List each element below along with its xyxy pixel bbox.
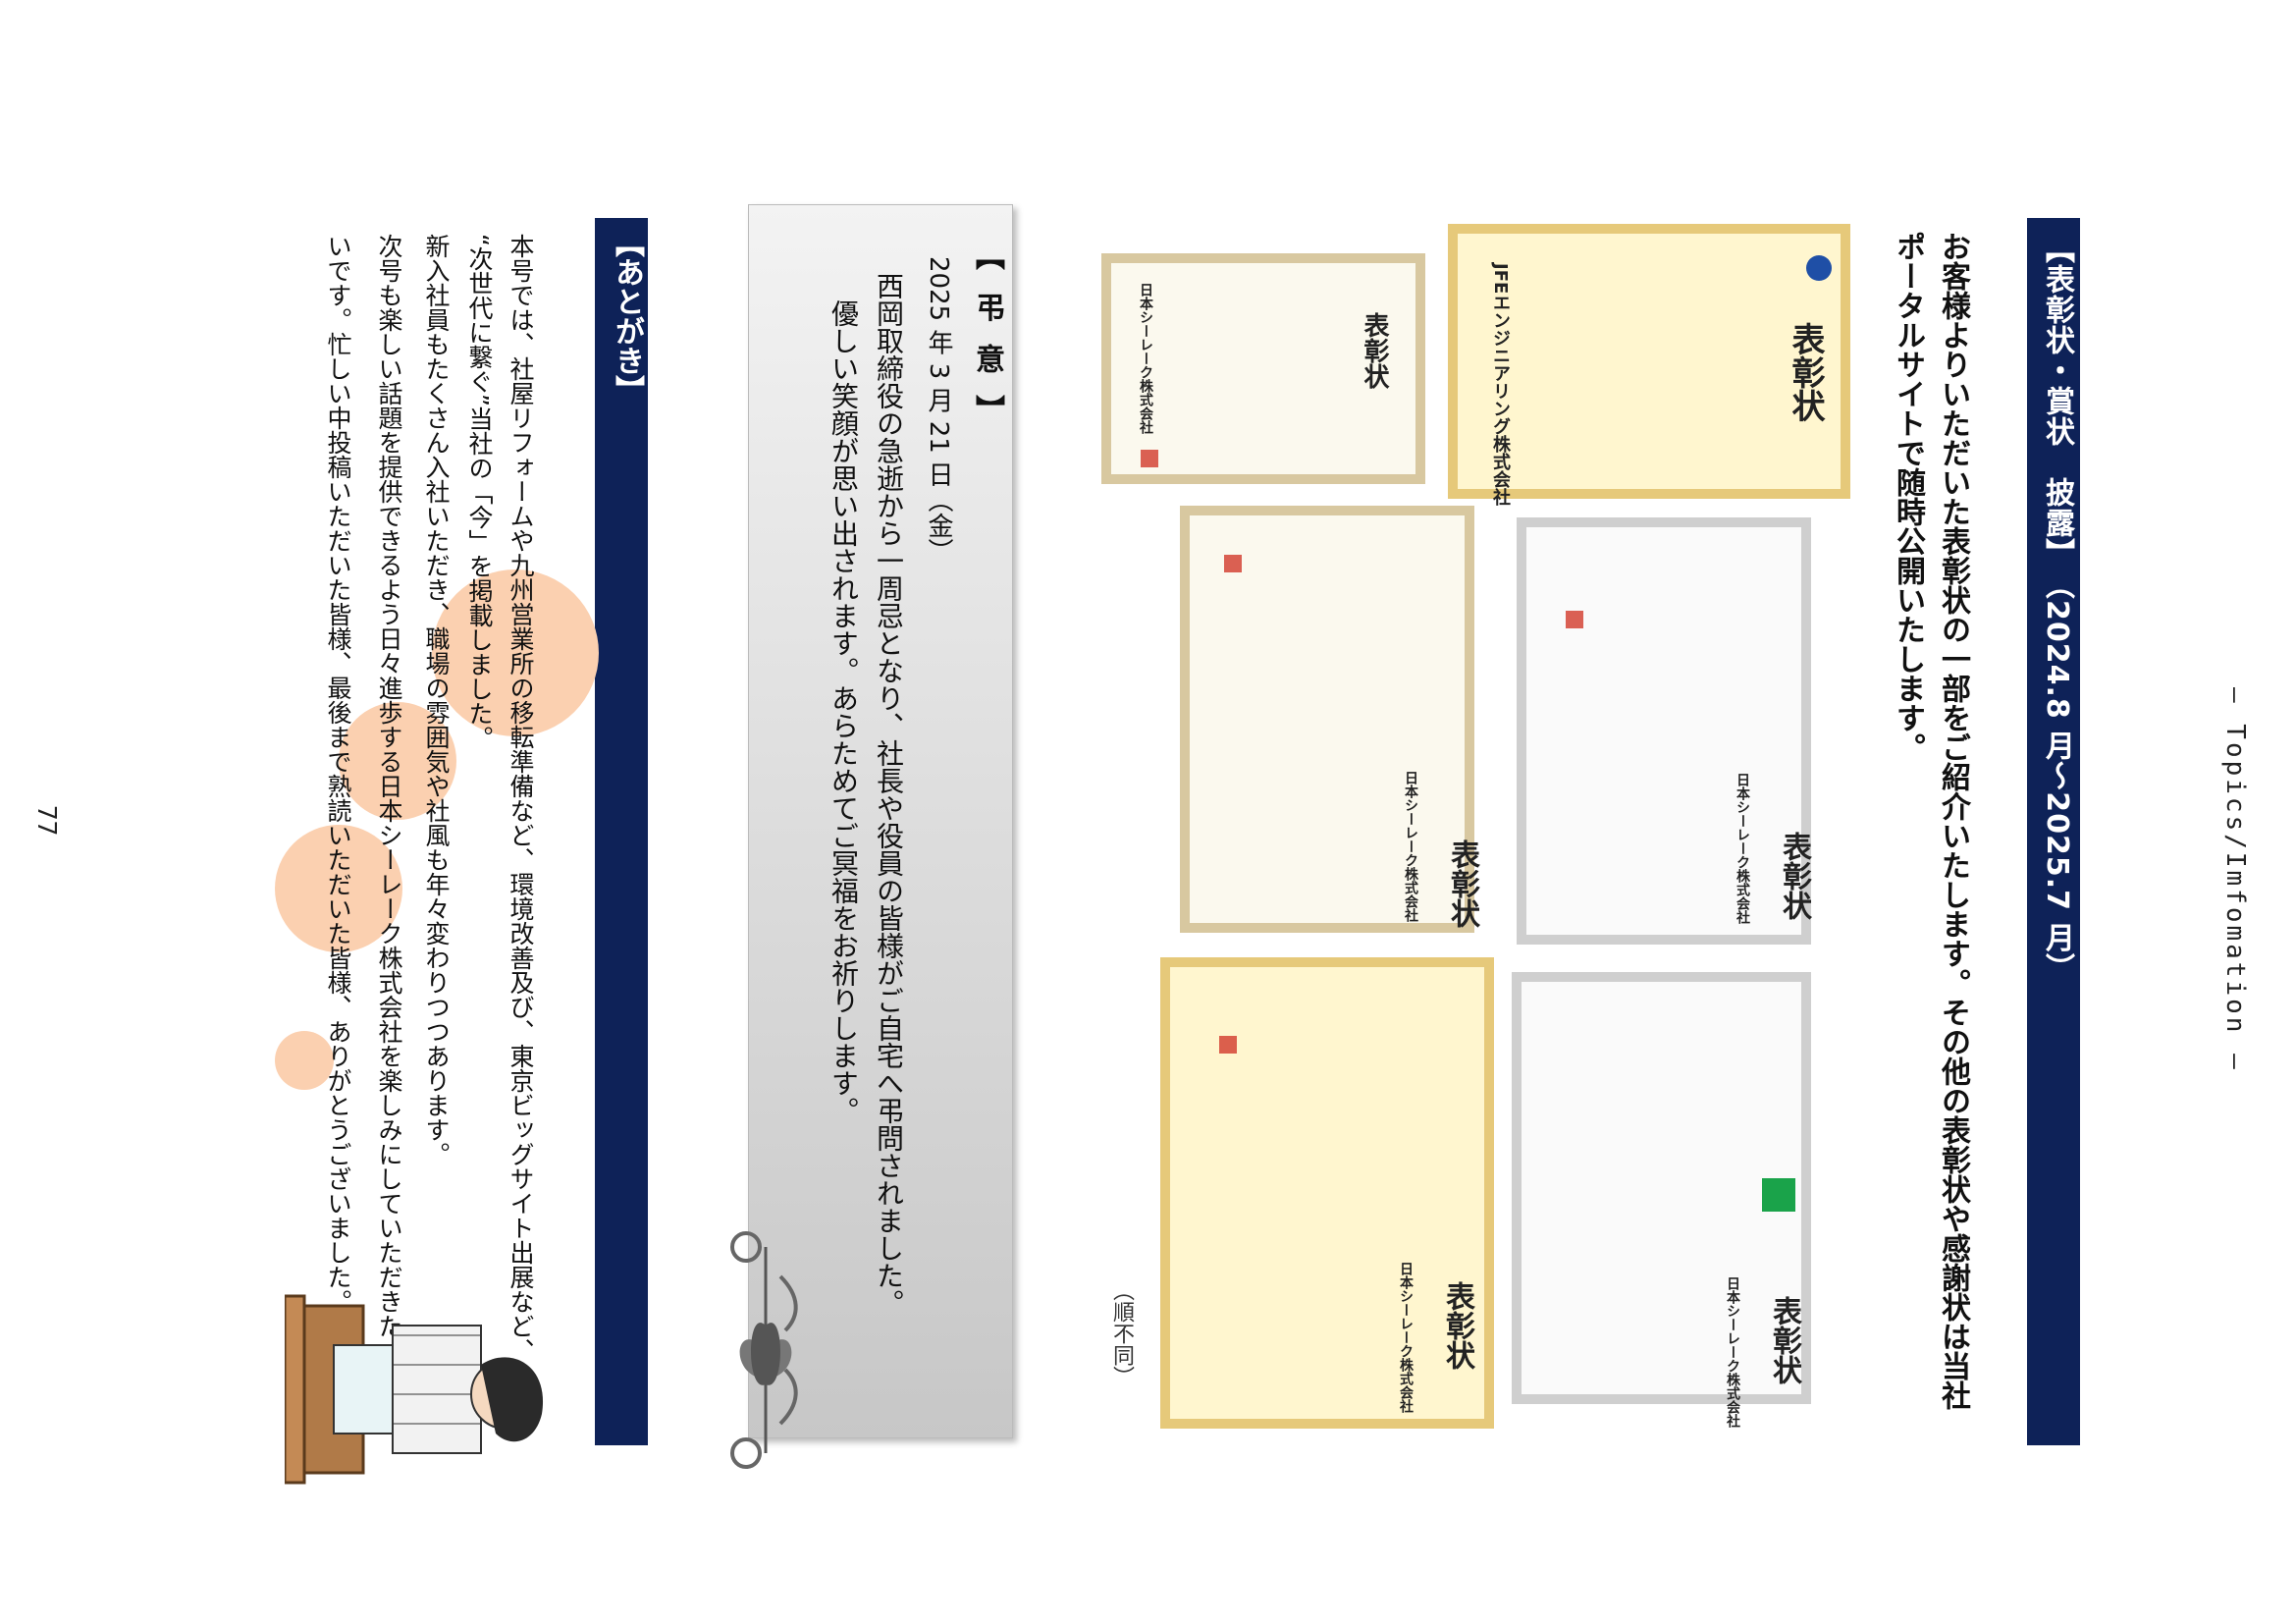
- intro-text: お客様よりいただいた表彰状の一部をご紹介いたします。その他の表彰状や感謝状は当社…: [1885, 232, 1975, 1410]
- seal-icon: [1219, 1036, 1237, 1054]
- certificate-image: 表彰状 日本シーレーク株式会社: [1517, 517, 1811, 945]
- certificate-org: 日本シーレーク株式会社: [1725, 1276, 1740, 1428]
- condolence-box: 【 弔 意 】 2025 年 3 月 21 日（金） 西岡取締役の急逝から一周忌…: [748, 204, 1013, 1438]
- intro-line-1: お客様よりいただいた表彰状の一部をご紹介いたします。その他の表彰状や感謝状は当社: [1936, 232, 1970, 1410]
- condolence-date: 2025 年 3 月 21 日（金）: [924, 256, 953, 565]
- seal-icon: [1566, 611, 1583, 628]
- afterword-title: 【あとがき】: [610, 228, 644, 405]
- section-header-bar: 【表彰状・賞状 披露】 （2024.8 月～2025.7 月）: [2027, 218, 2080, 1445]
- order-note: （順不同）: [1109, 1279, 1134, 1387]
- lotus-icon: [730, 1231, 798, 1469]
- section-label: — Topics/Imfomation —: [2220, 687, 2250, 1072]
- afterword-header-bar: 【あとがき】: [595, 218, 648, 1445]
- condolence-text-2: 優しい笑顔が思い出されます。あらためてご冥福をお祈りします。: [828, 299, 860, 1124]
- certificate-title: 表彰状: [1767, 1296, 1801, 1384]
- certificate-image: 表彰状 JFEエンジニアリング株式会社: [1448, 224, 1850, 506]
- writing-person-illustration: [285, 1294, 544, 1485]
- decorative-circle: [339, 702, 456, 820]
- certificate-title: 表彰状: [1440, 1281, 1474, 1370]
- certificate-org: 日本シーレーク株式会社: [1138, 283, 1153, 434]
- certificate-image: 表彰状 日本シーレーク株式会社: [1512, 972, 1811, 1428]
- condolence-title: 【 弔 意 】: [970, 241, 1004, 431]
- decorative-circle: [275, 1031, 334, 1090]
- certificate-org: JFEエンジニアリング株式会社: [1490, 263, 1511, 507]
- seal-icon: [1141, 450, 1158, 467]
- afterword-text-5: いです。忙しい中投稿いただいた皆様、最後まで熟読いただいた皆様、ありがとうござい…: [324, 234, 352, 1314]
- page-number: 77: [31, 805, 61, 837]
- afterword-text-3: 新入社員もたくさん入社いただき、職場の雰囲気や社風も年々変わりつつあります。: [422, 234, 451, 1166]
- certificate-org: 日本シーレーク株式会社: [1403, 771, 1418, 922]
- certificate-org: 日本シーレーク株式会社: [1398, 1262, 1414, 1413]
- certificate-title: 表彰状: [1445, 839, 1479, 928]
- certificate-title: 表彰状: [1777, 832, 1811, 920]
- seal-icon: [1224, 555, 1242, 572]
- afterword-text-2: “次世代に繋ぐ”当社の「今」を掲載しました。: [465, 234, 494, 750]
- section-title: 【表彰状・賞状 披露】 （2024.8 月～2025.7 月）: [2040, 234, 2074, 984]
- certificate-title: 表彰状: [1360, 312, 1389, 389]
- certificate-image: 表彰状 日本シーレーク株式会社: [1101, 253, 1425, 484]
- emblem-icon: [1806, 255, 1832, 281]
- decorative-circle: [432, 569, 599, 736]
- intro-line-2: ポータルサイトで随時公開いたします。: [1891, 232, 1925, 762]
- afterword-text-1: 本号では、社屋リフォームや九州営業所の移転準備など、環境改善及び、東京ビッグサイ…: [507, 234, 535, 1363]
- certificate-org: 日本シーレーク株式会社: [1735, 773, 1750, 924]
- certificate-image: 表彰状 日本シーレーク株式会社: [1160, 957, 1494, 1429]
- certificate-image: 表彰状 日本シーレーク株式会社: [1180, 506, 1479, 933]
- condolence-text-1: 西岡取締役の急逝から一周忌となり、社長や役員の皆様がご自宅へ弔問されました。: [873, 272, 905, 1317]
- decorative-circle: [275, 825, 402, 952]
- certificate-title: 表彰状: [1786, 322, 1825, 422]
- safety-cross-icon: [1762, 1178, 1795, 1212]
- afterword-text-4: 次号も楽しい話題を提供できるよう日々進歩する日本シーレーク株式会社を楽しみにして…: [375, 234, 403, 1338]
